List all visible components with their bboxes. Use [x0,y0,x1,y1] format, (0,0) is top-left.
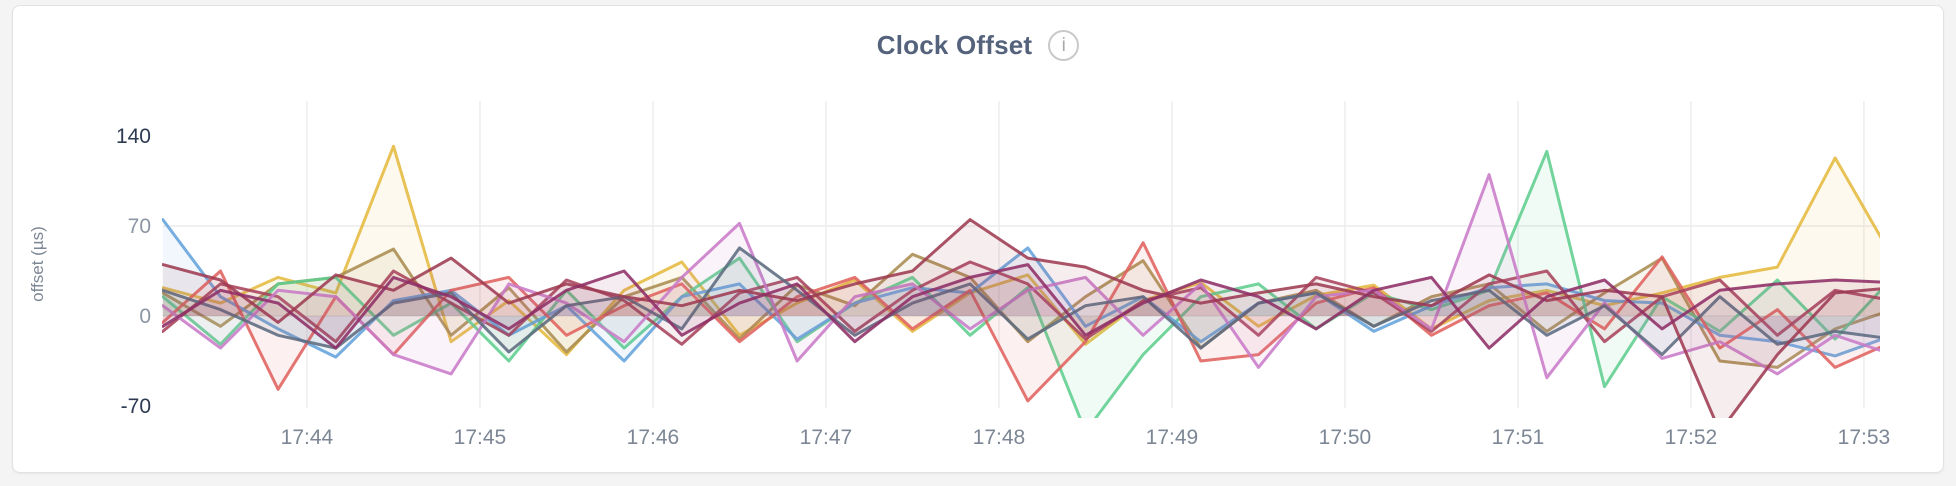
x-tick-label: 17:49 [1146,426,1199,449]
x-tick-label: 17:53 [1838,426,1891,449]
series-area-wine [162,219,1880,418]
x-tick-label: 17:51 [1492,426,1545,449]
y-tick-label: 70 [128,215,151,238]
y-axis-title: offset (µs) [28,226,47,302]
chart-title: Clock Offset [876,30,1033,60]
y-tick-label: 0 [139,305,151,328]
series-area-maroon [162,262,1880,345]
series-line-slate [162,246,1880,357]
series-line-salmon [162,241,1880,403]
info-icon[interactable]: i [1048,30,1080,61]
series-line-maroon [162,260,1880,346]
y-tick-label: -70 [121,395,151,418]
y-tick-label: 140 [116,125,151,148]
x-tick-label: 17:45 [454,426,507,449]
series-group [162,144,1880,418]
chart-card: Clock Offset i offset (µs) 17:44 17:45 17:… [12,5,1944,473]
series-area-salmon [162,242,1880,401]
series-area-khaki [162,249,1880,368]
series-line-orchid [162,173,1880,380]
series-area-blue [162,219,1880,361]
series-area-slate [162,247,1880,355]
x-tick-label: 17:44 [281,426,334,449]
x-tick-label: 17:47 [800,426,853,449]
series-line-wine [162,218,1880,418]
series-line-khaki [162,247,1880,369]
chart-header: Clock Offset i [13,30,1943,61]
clock-offset-chart[interactable]: 17:44 17:45 17:46 17:47 17:48 17:49 17:50 17:51… [13,6,1945,466]
x-tick-label: 17:48 [973,426,1026,449]
series-area-gold [162,146,1880,355]
x-tick-label: 17:50 [1319,426,1372,449]
x-tick-label: 17:52 [1665,426,1718,449]
series-area-plum [162,264,1880,349]
series-line-plum [162,263,1880,350]
x-tick-label: 17:46 [627,426,680,449]
